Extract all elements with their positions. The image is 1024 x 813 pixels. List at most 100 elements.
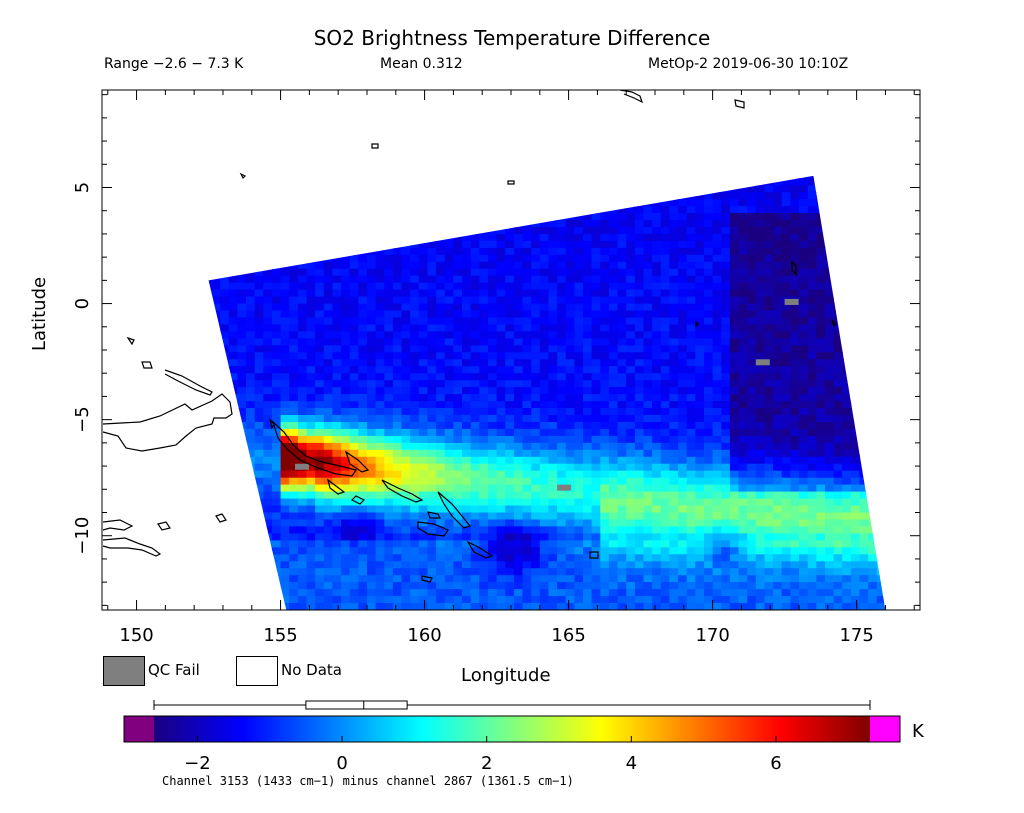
heatmap-cell [254,303,264,312]
heatmap-cell [280,408,290,416]
heatmap-cell [626,498,636,507]
heatmap-cell [781,456,791,465]
heatmap-cell [358,568,368,576]
heatmap-cell [367,435,377,444]
heatmap-cell [825,449,835,458]
heatmap-cell [583,247,593,256]
heatmap-cell [384,178,394,186]
heatmap-cell [194,234,203,242]
heatmap-cell [341,435,351,444]
heatmap-cell [280,206,290,214]
heatmap-cell [833,575,843,583]
heatmap-cell [799,233,809,242]
heatmap-cell [332,289,342,298]
heatmap-cell [660,422,670,430]
heatmap-cell [557,199,567,207]
heatmap-cell [773,289,783,298]
heatmap-cell [729,310,740,319]
heatmap-cell [410,324,420,333]
heatmap-cell [315,240,325,249]
heatmap-cell [358,185,368,193]
heatmap-cell [297,359,308,367]
heatmap-cell [453,498,463,507]
heatmap-cell [418,435,428,444]
heatmap-cell [678,491,688,500]
heatmap-cell [738,415,748,423]
heatmap-cell [738,178,748,186]
heatmap-cell [410,540,420,548]
heatmap-cell [367,512,377,521]
heatmap-cell [522,317,532,326]
heatmap-cell [634,227,645,235]
heatmap-cell [773,519,783,528]
heatmap-cell [479,213,489,221]
heatmap-cell [263,199,273,207]
heatmap-cell [643,582,653,590]
heatmap-cell [773,310,783,319]
heatmap-cell [470,324,480,333]
heatmap-cell [341,310,351,319]
heatmap-cell [418,324,428,333]
heatmap-cell [496,247,506,256]
heatmap-cell [208,373,212,381]
heatmap-cell [591,373,601,381]
heatmap-cell [773,449,783,458]
heatmap-cell [859,575,869,583]
heatmap-cell [885,331,886,339]
heatmap-cell [444,561,454,569]
heatmap-cell [825,233,835,242]
heatmap-cell [462,505,472,514]
heatmap-cell [427,296,437,305]
heatmap-cell [367,373,377,381]
heatmap-cell [729,561,740,569]
heatmap-cell [211,227,221,235]
heatmap-cell [289,164,298,172]
heatmap-cell [332,275,342,284]
heatmap-cell [496,554,506,562]
heatmap-cell [513,310,524,319]
heatmap-cell [410,561,420,569]
heatmap-cell [583,484,593,493]
heatmap-cell [747,175,757,179]
heatmap-cell [410,199,420,207]
heatmap-cell [375,199,385,207]
heatmap-cell [678,422,688,430]
heatmap-cell [574,435,584,444]
heatmap-cell [799,519,809,528]
heatmap-cell [842,185,852,193]
heatmap-cell [522,199,532,207]
heatmap-cell [557,296,567,305]
heatmap-cell [790,233,800,242]
heatmap-cell [557,387,567,395]
heatmap-cell [211,275,221,284]
heatmap-cell [367,540,377,548]
heatmap-cell [254,373,264,381]
heatmap-cell [695,394,705,402]
heatmap-cell [755,512,765,521]
heatmap-cell [781,519,791,528]
heatmap-cell [418,505,428,514]
heatmap-cell [211,463,221,472]
heatmap-cell [418,484,428,493]
heatmap-cell [859,435,869,444]
heatmap-cell [418,254,428,263]
heatmap-cell [401,575,411,583]
heatmap-cell [392,380,403,388]
heatmap-cell [203,164,212,172]
heatmap-cell [280,568,290,576]
heatmap-cell [557,338,567,346]
heatmap-cell [315,470,325,479]
heatmap-cell [297,206,308,214]
heatmap-cell [479,268,489,277]
heatmap-cell [496,227,506,235]
heatmap-cell [825,254,835,263]
heatmap-cell [738,575,748,583]
heatmap-cell [634,561,645,569]
heatmap-cell [600,449,610,458]
heatmap-cell [332,387,342,395]
heatmap-cell [686,505,696,514]
heatmap-cell [208,498,212,507]
heatmap-cell [755,317,765,326]
heatmap-cell [220,505,230,514]
heatmap-cell [574,164,583,172]
